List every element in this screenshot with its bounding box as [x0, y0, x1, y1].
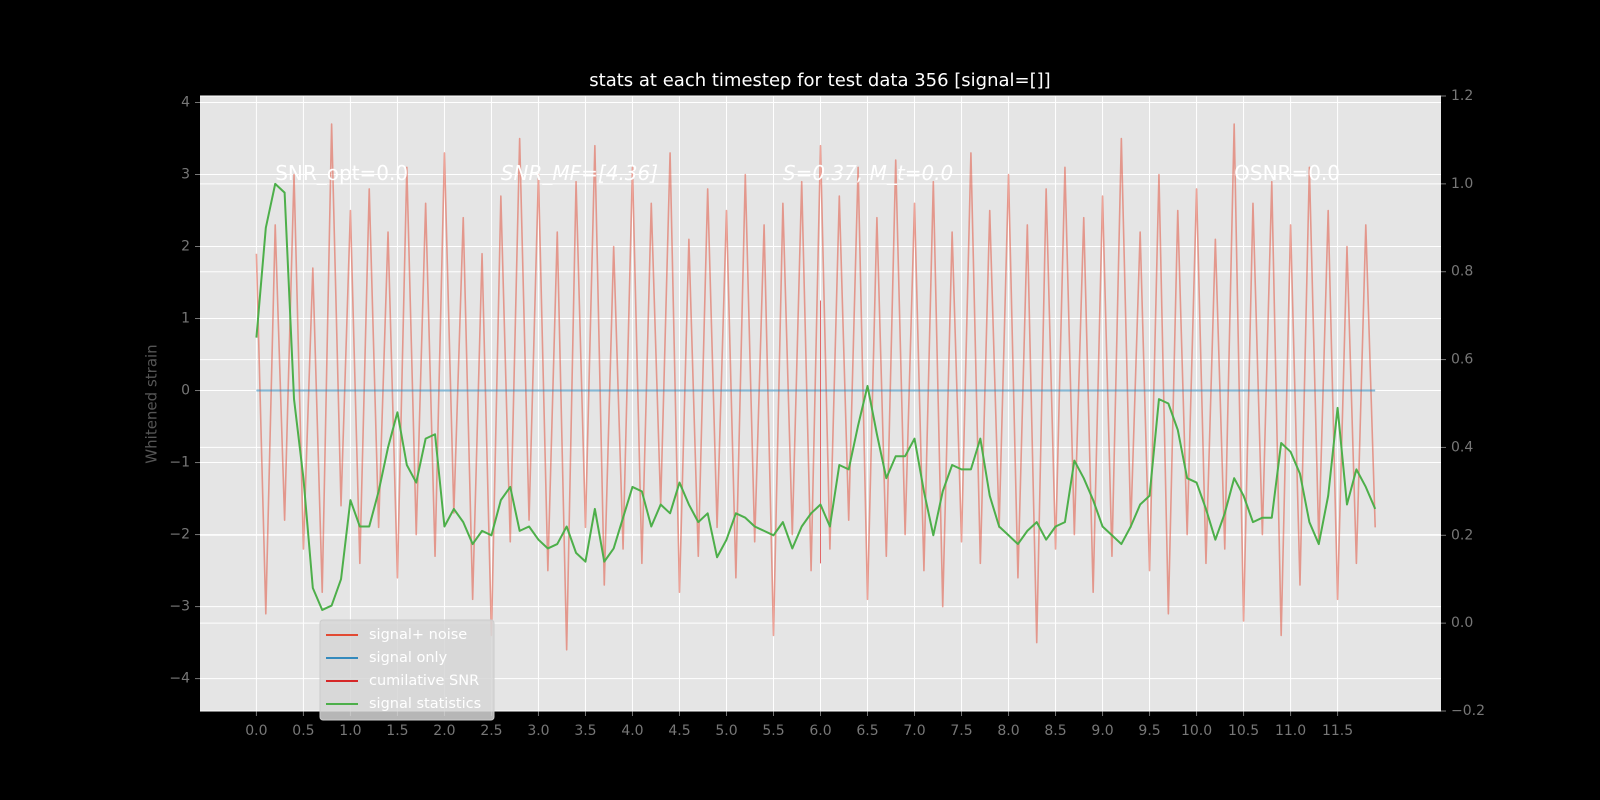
y2-tick-label: 0.8	[1451, 264, 1473, 280]
x-tick-label: 3.5	[574, 723, 596, 739]
y-tick-label: 0	[181, 383, 190, 399]
x-tick-label: 8.0	[997, 723, 1019, 739]
legend-box	[319, 619, 495, 721]
y2-tick-label: 0.4	[1451, 439, 1473, 455]
y-tick-label: 3	[181, 166, 190, 182]
x-tick-label: 3.0	[527, 723, 549, 739]
y2-tick-label: −0.2	[1451, 703, 1485, 719]
annotation: SNR_opt=0.0	[275, 161, 408, 185]
legend-label: cumilative SNR	[369, 673, 479, 689]
x-tick-label: 2.0	[433, 723, 455, 739]
chart-title: stats at each timestep for test data 356…	[589, 70, 1050, 91]
annotation: S=0.37, M_t=0.0	[783, 161, 953, 185]
y-tick-label: −4	[169, 671, 190, 687]
x-tick-label: 6.0	[809, 723, 831, 739]
y-tick-label: 4	[181, 94, 190, 110]
y-tick-label: 1	[181, 311, 190, 327]
y2-tick-label: 1.0	[1451, 176, 1473, 192]
y2-tick-label: 0.6	[1451, 352, 1473, 368]
x-tick-label: 9.0	[1091, 723, 1113, 739]
y2-tick-label: 0.0	[1451, 615, 1473, 631]
y-axis-label: Whitened strain	[143, 344, 161, 463]
series-line	[255, 182, 1377, 611]
x-tick-label: 6.5	[856, 723, 878, 739]
x-tick-label: 1.5	[386, 723, 408, 739]
y-tick-label: −2	[169, 527, 190, 543]
legend-label: signal only	[369, 650, 448, 666]
y2-tick-label: 0.2	[1451, 527, 1473, 543]
series-line	[255, 123, 1376, 651]
x-tick-label: 1.0	[339, 723, 361, 739]
x-tick-label: 11.5	[1322, 723, 1353, 739]
x-tick-label: 8.5	[1044, 723, 1066, 739]
x-tick-label: 11.0	[1275, 723, 1306, 739]
x-tick-label: 7.5	[950, 723, 972, 739]
y-tick-label: 2	[181, 239, 190, 255]
x-tick-label: 2.5	[480, 723, 502, 739]
y-tick-label: −3	[169, 599, 190, 615]
x-tick-label: 5.0	[715, 723, 737, 739]
legend-label: signal statistics	[369, 696, 481, 712]
x-tick-label: 10.5	[1228, 723, 1259, 739]
x-tick-label: 4.5	[668, 723, 690, 739]
x-tick-label: 9.5	[1138, 723, 1160, 739]
y2-tick-label: 1.2	[1451, 88, 1473, 104]
annotation: OSNR=0.0	[1234, 161, 1340, 185]
x-tick-label: 10.0	[1181, 723, 1212, 739]
x-tick-label: 4.0	[621, 723, 643, 739]
annotation: SNR_MF=[4.36]	[501, 161, 658, 185]
legend-label: signal+ noise	[369, 627, 467, 643]
x-tick-label: 7.0	[903, 723, 925, 739]
y-tick-label: −1	[169, 455, 190, 471]
x-tick-label: 5.5	[762, 723, 784, 739]
x-tick-label: 0.0	[245, 723, 267, 739]
x-tick-label: 0.5	[292, 723, 314, 739]
